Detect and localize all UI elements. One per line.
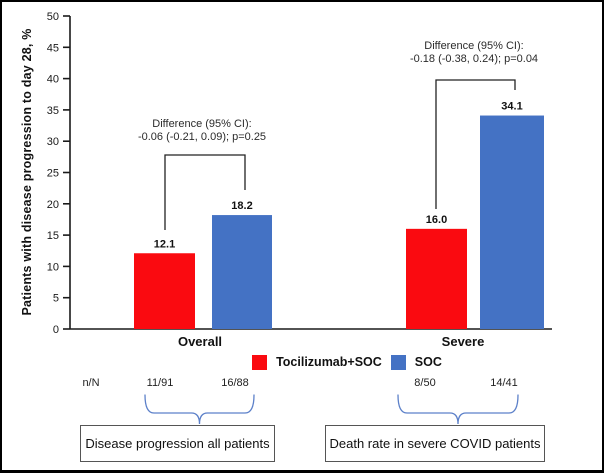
bar-tocilizumab-soc-overall	[134, 253, 195, 329]
y-tick-label: 25	[47, 168, 59, 180]
y-tick-label: 20	[47, 199, 59, 211]
annotation-overall: Difference (95% CI): -0.06 (-0.21, 0.09)…	[138, 118, 266, 144]
brace-overall	[144, 394, 255, 425]
callout-severe: Death rate in severe COVID patients	[325, 425, 545, 462]
y-tick-label: 5	[53, 293, 59, 305]
y-tick-label: 50	[47, 11, 59, 23]
brace-severe	[397, 394, 519, 425]
legend-label-tocilizumab: Tocilizumab+SOC	[276, 355, 382, 369]
y-tick-label: 40	[47, 74, 59, 86]
callout-overall-label: Disease progression all patients	[85, 436, 270, 451]
comparison-bracket-severe	[435, 79, 516, 209]
counts-row-label: n/N	[82, 377, 100, 389]
bar-value-soc-severe: 34.1	[501, 101, 522, 113]
comparison-bracket-overall	[164, 154, 246, 230]
legend: Tocilizumab+SOC SOC	[227, 352, 467, 372]
y-tick-label: 35	[47, 105, 59, 117]
callout-overall: Disease progression all patients	[80, 425, 275, 462]
count-overall-soc: 16/88	[221, 377, 249, 389]
x-category-label-overall: Overall	[178, 334, 222, 349]
annotation-overall-line2: -0.06 (-0.21, 0.09); p=0.25	[137, 131, 267, 143]
annotation-severe: Difference (95% CI): -0.18 (-0.38, 0.24)…	[410, 40, 538, 66]
count-overall-tocilizumab: 11/91	[146, 377, 174, 389]
y-axis-title: Patients with disease progression to day…	[20, 28, 34, 316]
y-tick-label: 10	[47, 261, 59, 273]
x-category-label-severe: Severe	[442, 334, 485, 349]
bar-value-tocilizumab-soc-severe: 16.0	[426, 214, 447, 226]
callout-severe-label: Death rate in severe COVID patients	[329, 436, 541, 451]
y-tick-label: 15	[47, 230, 59, 242]
legend-label-soc: SOC	[414, 355, 442, 369]
legend-swatch-tocilizumab	[252, 354, 268, 370]
count-severe-tocilizumab: 8/50	[414, 377, 436, 389]
bar-value-tocilizumab-soc-overall: 12.1	[154, 238, 175, 250]
bar-tocilizumab-soc-severe	[406, 228, 467, 329]
y-tick-label: 30	[47, 136, 59, 148]
annotation-severe-line2: -0.18 (-0.38, 0.24); p=0.04	[409, 53, 539, 65]
annotation-overall-line1: Difference (95% CI):	[152, 118, 252, 130]
y-tick-label: 45	[47, 42, 59, 54]
legend-swatch-soc	[390, 354, 406, 370]
bar-soc-severe	[480, 115, 544, 329]
annotation-severe-line1: Difference (95% CI):	[424, 40, 524, 52]
bar-soc-overall	[212, 215, 272, 329]
y-tick-label: 0	[53, 324, 59, 336]
bar-value-soc-overall: 18.2	[231, 200, 252, 212]
count-severe-soc: 14/41	[490, 377, 518, 389]
